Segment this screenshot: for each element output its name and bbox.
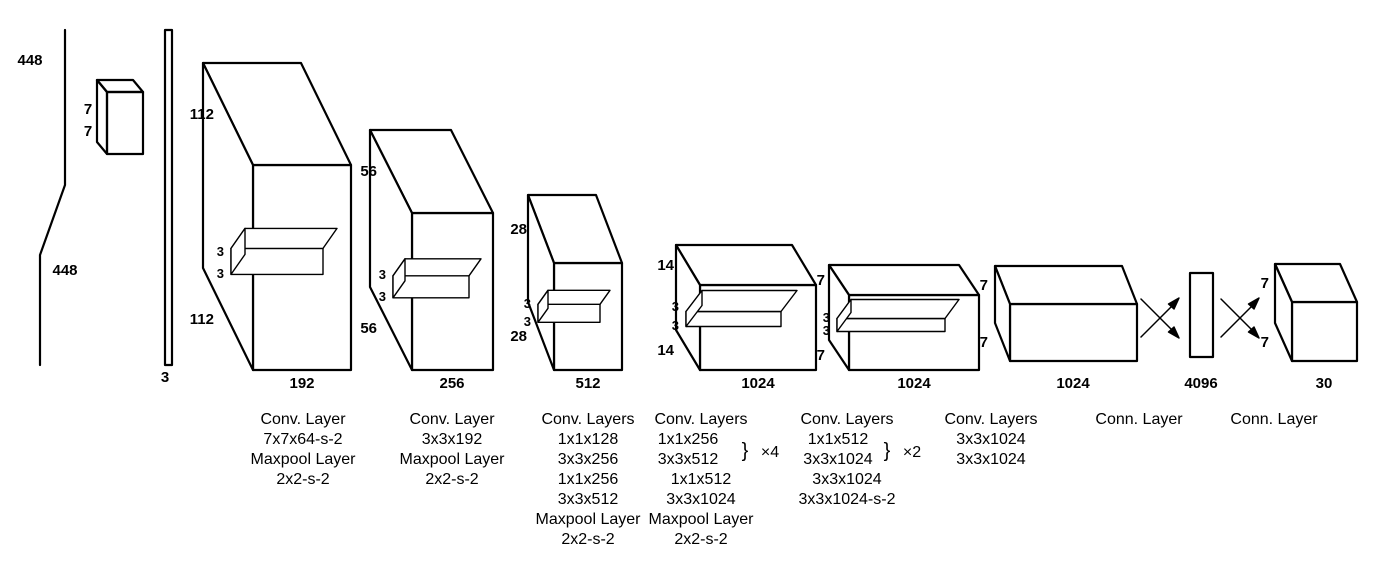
svg-text:3x3x256: 3x3x256 <box>558 451 619 468</box>
svg-text:1x1x256: 1x1x256 <box>558 471 619 488</box>
svg-text:7: 7 <box>84 123 92 140</box>
svg-text:3x3x1024: 3x3x1024 <box>812 471 881 488</box>
svg-text:3x3x1024: 3x3x1024 <box>956 451 1025 468</box>
svg-text:7: 7 <box>1261 275 1269 292</box>
svg-text:Conv. Layer: Conv. Layer <box>260 411 346 428</box>
svg-text:256: 256 <box>439 375 464 392</box>
svg-text:512: 512 <box>575 375 600 392</box>
svg-text:7: 7 <box>817 272 825 289</box>
svg-text:28: 28 <box>510 221 527 238</box>
svg-text:×2: ×2 <box>903 444 921 461</box>
svg-text:3: 3 <box>823 323 830 338</box>
svg-text:28: 28 <box>510 328 527 345</box>
svg-text:1x1x512: 1x1x512 <box>671 471 732 488</box>
svg-text:3x3x512: 3x3x512 <box>558 491 619 508</box>
svg-text:56: 56 <box>360 163 377 180</box>
svg-text:2x2-s-2: 2x2-s-2 <box>276 471 329 488</box>
svg-text:3x3x1024: 3x3x1024 <box>956 431 1025 448</box>
svg-text:7: 7 <box>980 277 988 294</box>
svg-text:1x1x256: 1x1x256 <box>658 431 719 448</box>
svg-text:3: 3 <box>524 296 531 311</box>
svg-text:1024: 1024 <box>1056 375 1090 392</box>
svg-text:Conv. Layer: Conv. Layer <box>409 411 495 428</box>
svg-text:7: 7 <box>1261 334 1269 351</box>
svg-text:56: 56 <box>360 320 377 337</box>
svg-text:448: 448 <box>17 52 42 69</box>
svg-text:7: 7 <box>817 347 825 364</box>
svg-text:1x1x512: 1x1x512 <box>808 431 869 448</box>
svg-text:Conn. Layer: Conn. Layer <box>1230 411 1318 428</box>
svg-text:30: 30 <box>1316 375 1333 392</box>
svg-text:3: 3 <box>217 266 224 281</box>
svg-text:112: 112 <box>190 106 214 123</box>
svg-text:Maxpool Layer: Maxpool Layer <box>536 511 642 528</box>
svg-text:2x2-s-2: 2x2-s-2 <box>674 531 727 548</box>
svg-text:1024: 1024 <box>897 375 931 392</box>
svg-text:7: 7 <box>980 334 988 351</box>
svg-text:3: 3 <box>524 314 531 329</box>
svg-text:Maxpool Layer: Maxpool Layer <box>400 451 506 468</box>
svg-text:Conv. Layers: Conv. Layers <box>654 411 747 428</box>
svg-text:448: 448 <box>52 262 77 279</box>
svg-text:Conn. Layer: Conn. Layer <box>1095 411 1183 428</box>
svg-text:3: 3 <box>672 318 679 333</box>
svg-text:3: 3 <box>379 289 386 304</box>
svg-text:Conv. Layers: Conv. Layers <box>944 411 1037 428</box>
svg-text:2x2-s-2: 2x2-s-2 <box>561 531 614 548</box>
svg-text:Maxpool Layer: Maxpool Layer <box>251 451 357 468</box>
svg-text:3: 3 <box>217 244 224 259</box>
svg-text:}: } <box>884 440 891 462</box>
svg-text:3x3x192: 3x3x192 <box>422 431 483 448</box>
svg-text:3: 3 <box>379 267 386 282</box>
svg-text:3x3x1024-s-2: 3x3x1024-s-2 <box>799 491 896 508</box>
svg-text:Conv. Layers: Conv. Layers <box>541 411 634 428</box>
svg-text:2x2-s-2: 2x2-s-2 <box>425 471 478 488</box>
svg-text:3: 3 <box>161 369 169 386</box>
svg-text:Maxpool Layer: Maxpool Layer <box>649 511 755 528</box>
svg-text:192: 192 <box>289 375 314 392</box>
svg-text:}: } <box>742 440 749 462</box>
svg-text:3x3x1024: 3x3x1024 <box>666 491 735 508</box>
svg-text:3x3x1024: 3x3x1024 <box>803 451 872 468</box>
svg-text:112: 112 <box>190 311 214 328</box>
svg-text:Conv. Layers: Conv. Layers <box>800 411 893 428</box>
svg-text:×4: ×4 <box>761 444 779 461</box>
svg-text:7: 7 <box>84 101 92 118</box>
svg-text:3x3x512: 3x3x512 <box>658 451 719 468</box>
svg-text:4096: 4096 <box>1184 375 1217 392</box>
svg-text:14: 14 <box>657 342 674 359</box>
svg-text:3: 3 <box>672 299 679 314</box>
svg-text:7x7x64-s-2: 7x7x64-s-2 <box>263 431 342 448</box>
svg-text:1x1x128: 1x1x128 <box>558 431 619 448</box>
svg-text:1024: 1024 <box>741 375 775 392</box>
svg-text:14: 14 <box>657 257 674 274</box>
